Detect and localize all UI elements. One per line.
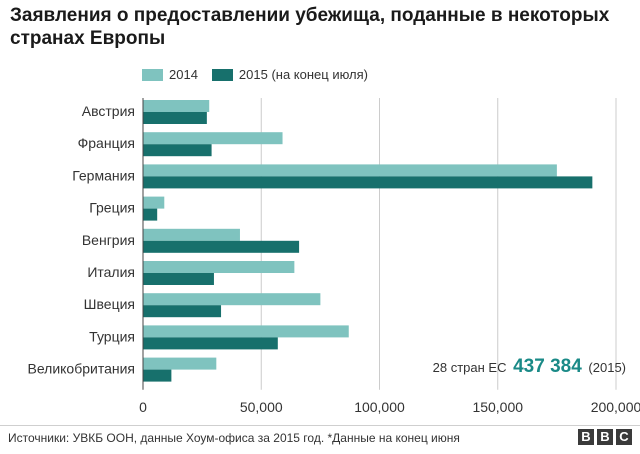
x-tick-label: 0 <box>139 399 147 415</box>
source-note: Источники: УВКБ ООН, данные Хоум-офиса з… <box>8 431 460 445</box>
eu-total-prefix: 28 стран ЕС <box>432 360 507 375</box>
bbc-logo-b1: B <box>578 429 594 445</box>
category-label: Италия <box>87 264 135 280</box>
bar <box>143 325 349 338</box>
bar <box>143 144 212 157</box>
bbc-logo-b2: B <box>597 429 613 445</box>
bar <box>143 305 222 318</box>
category-label: Германия <box>72 167 135 183</box>
legend-label-2014: 2014 <box>169 67 198 82</box>
bar <box>143 337 278 350</box>
chart-title: Заявления о предоставлении убежища, пода… <box>10 5 610 49</box>
bbc-logo-c: C <box>616 429 632 445</box>
legend: 2014 2015 (на конец июля) <box>142 67 382 82</box>
x-tick-label: 150,000 <box>472 399 523 415</box>
category-label: Великобритания <box>27 361 135 377</box>
bar <box>143 132 283 145</box>
x-tick-label: 50,000 <box>240 399 283 415</box>
bar <box>143 357 217 370</box>
x-tick-label: 200,000 <box>591 399 640 415</box>
eu-total-value: 437 384 <box>513 356 582 377</box>
bar-chart: Австрия Франция Германия Греция Венгрия Итали… <box>27 98 640 415</box>
legend-swatch-2014 <box>142 68 163 81</box>
eu-total-suffix: (2015) <box>588 360 626 375</box>
bar <box>143 369 172 382</box>
legend-swatch-2015 <box>211 68 233 81</box>
bar <box>143 100 210 112</box>
category-label: Австрия <box>82 103 135 119</box>
legend-item-2015: 2015 (на конец июля) <box>211 67 369 82</box>
category-label: Греция <box>89 200 135 216</box>
bar <box>143 112 207 124</box>
category-label: Венгрия <box>82 232 135 248</box>
bar <box>143 176 593 189</box>
bar <box>143 293 321 306</box>
bar <box>143 228 240 241</box>
x-tick-label: 100,000 <box>354 399 405 415</box>
bar <box>143 240 300 253</box>
bar <box>143 273 214 285</box>
bbc-logo: B B C <box>578 429 632 445</box>
bar <box>143 164 557 177</box>
legend-item-2014: 2014 <box>142 67 198 82</box>
bar <box>143 196 165 209</box>
bar <box>143 261 295 273</box>
legend-label-2015: 2015 (на конец июля) <box>238 67 369 82</box>
category-label: Франция <box>78 135 135 151</box>
bar <box>143 208 158 221</box>
eu-total-annotation: 28 стран ЕС 437 384 (2015) <box>433 356 626 378</box>
footer-divider <box>0 425 640 426</box>
category-label: Турция <box>89 328 135 344</box>
category-label: Швеция <box>84 296 135 312</box>
